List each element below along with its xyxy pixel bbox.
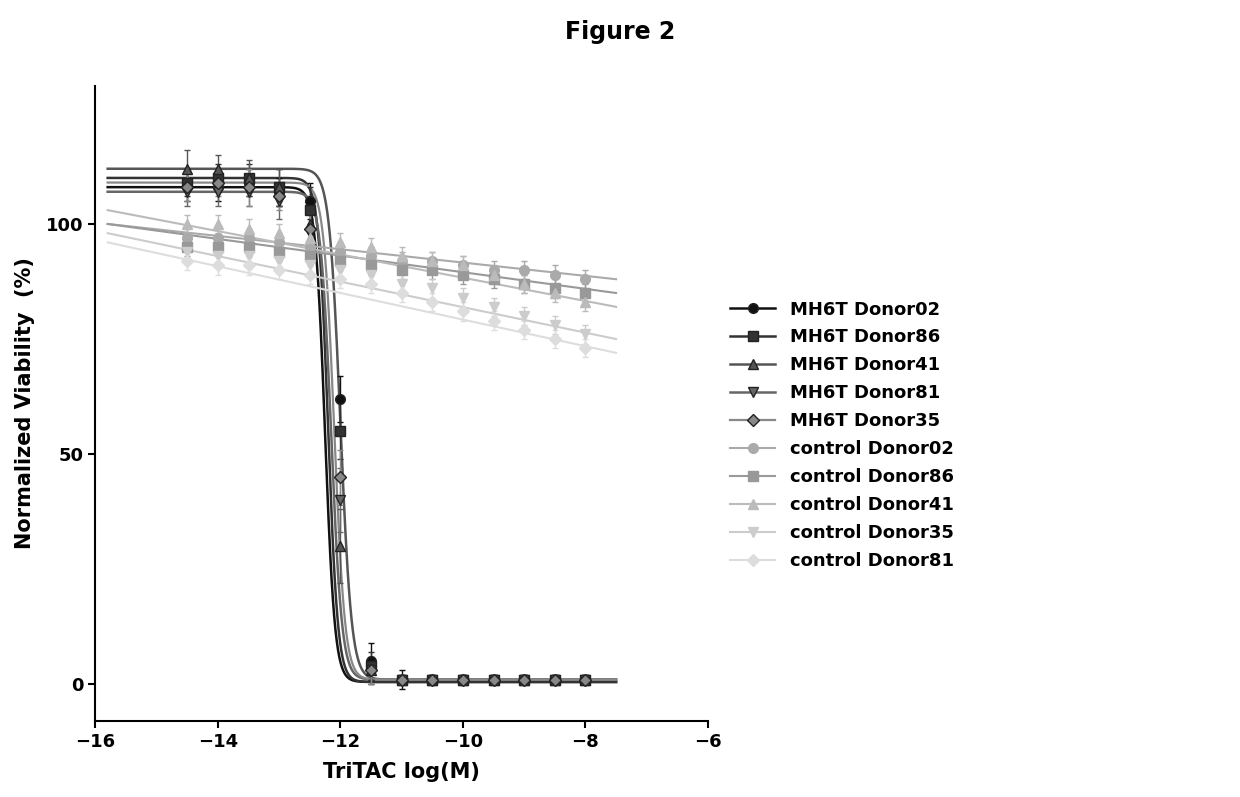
- X-axis label: TriTAC log(M): TriTAC log(M): [324, 762, 480, 782]
- Legend: MH6T Donor02, MH6T Donor86, MH6T Donor41, MH6T Donor81, MH6T Donor35, control Do: MH6T Donor02, MH6T Donor86, MH6T Donor41…: [723, 293, 961, 577]
- Text: Figure 2: Figure 2: [565, 20, 675, 44]
- Y-axis label: Normalized Viability  (%): Normalized Viability (%): [15, 257, 35, 549]
